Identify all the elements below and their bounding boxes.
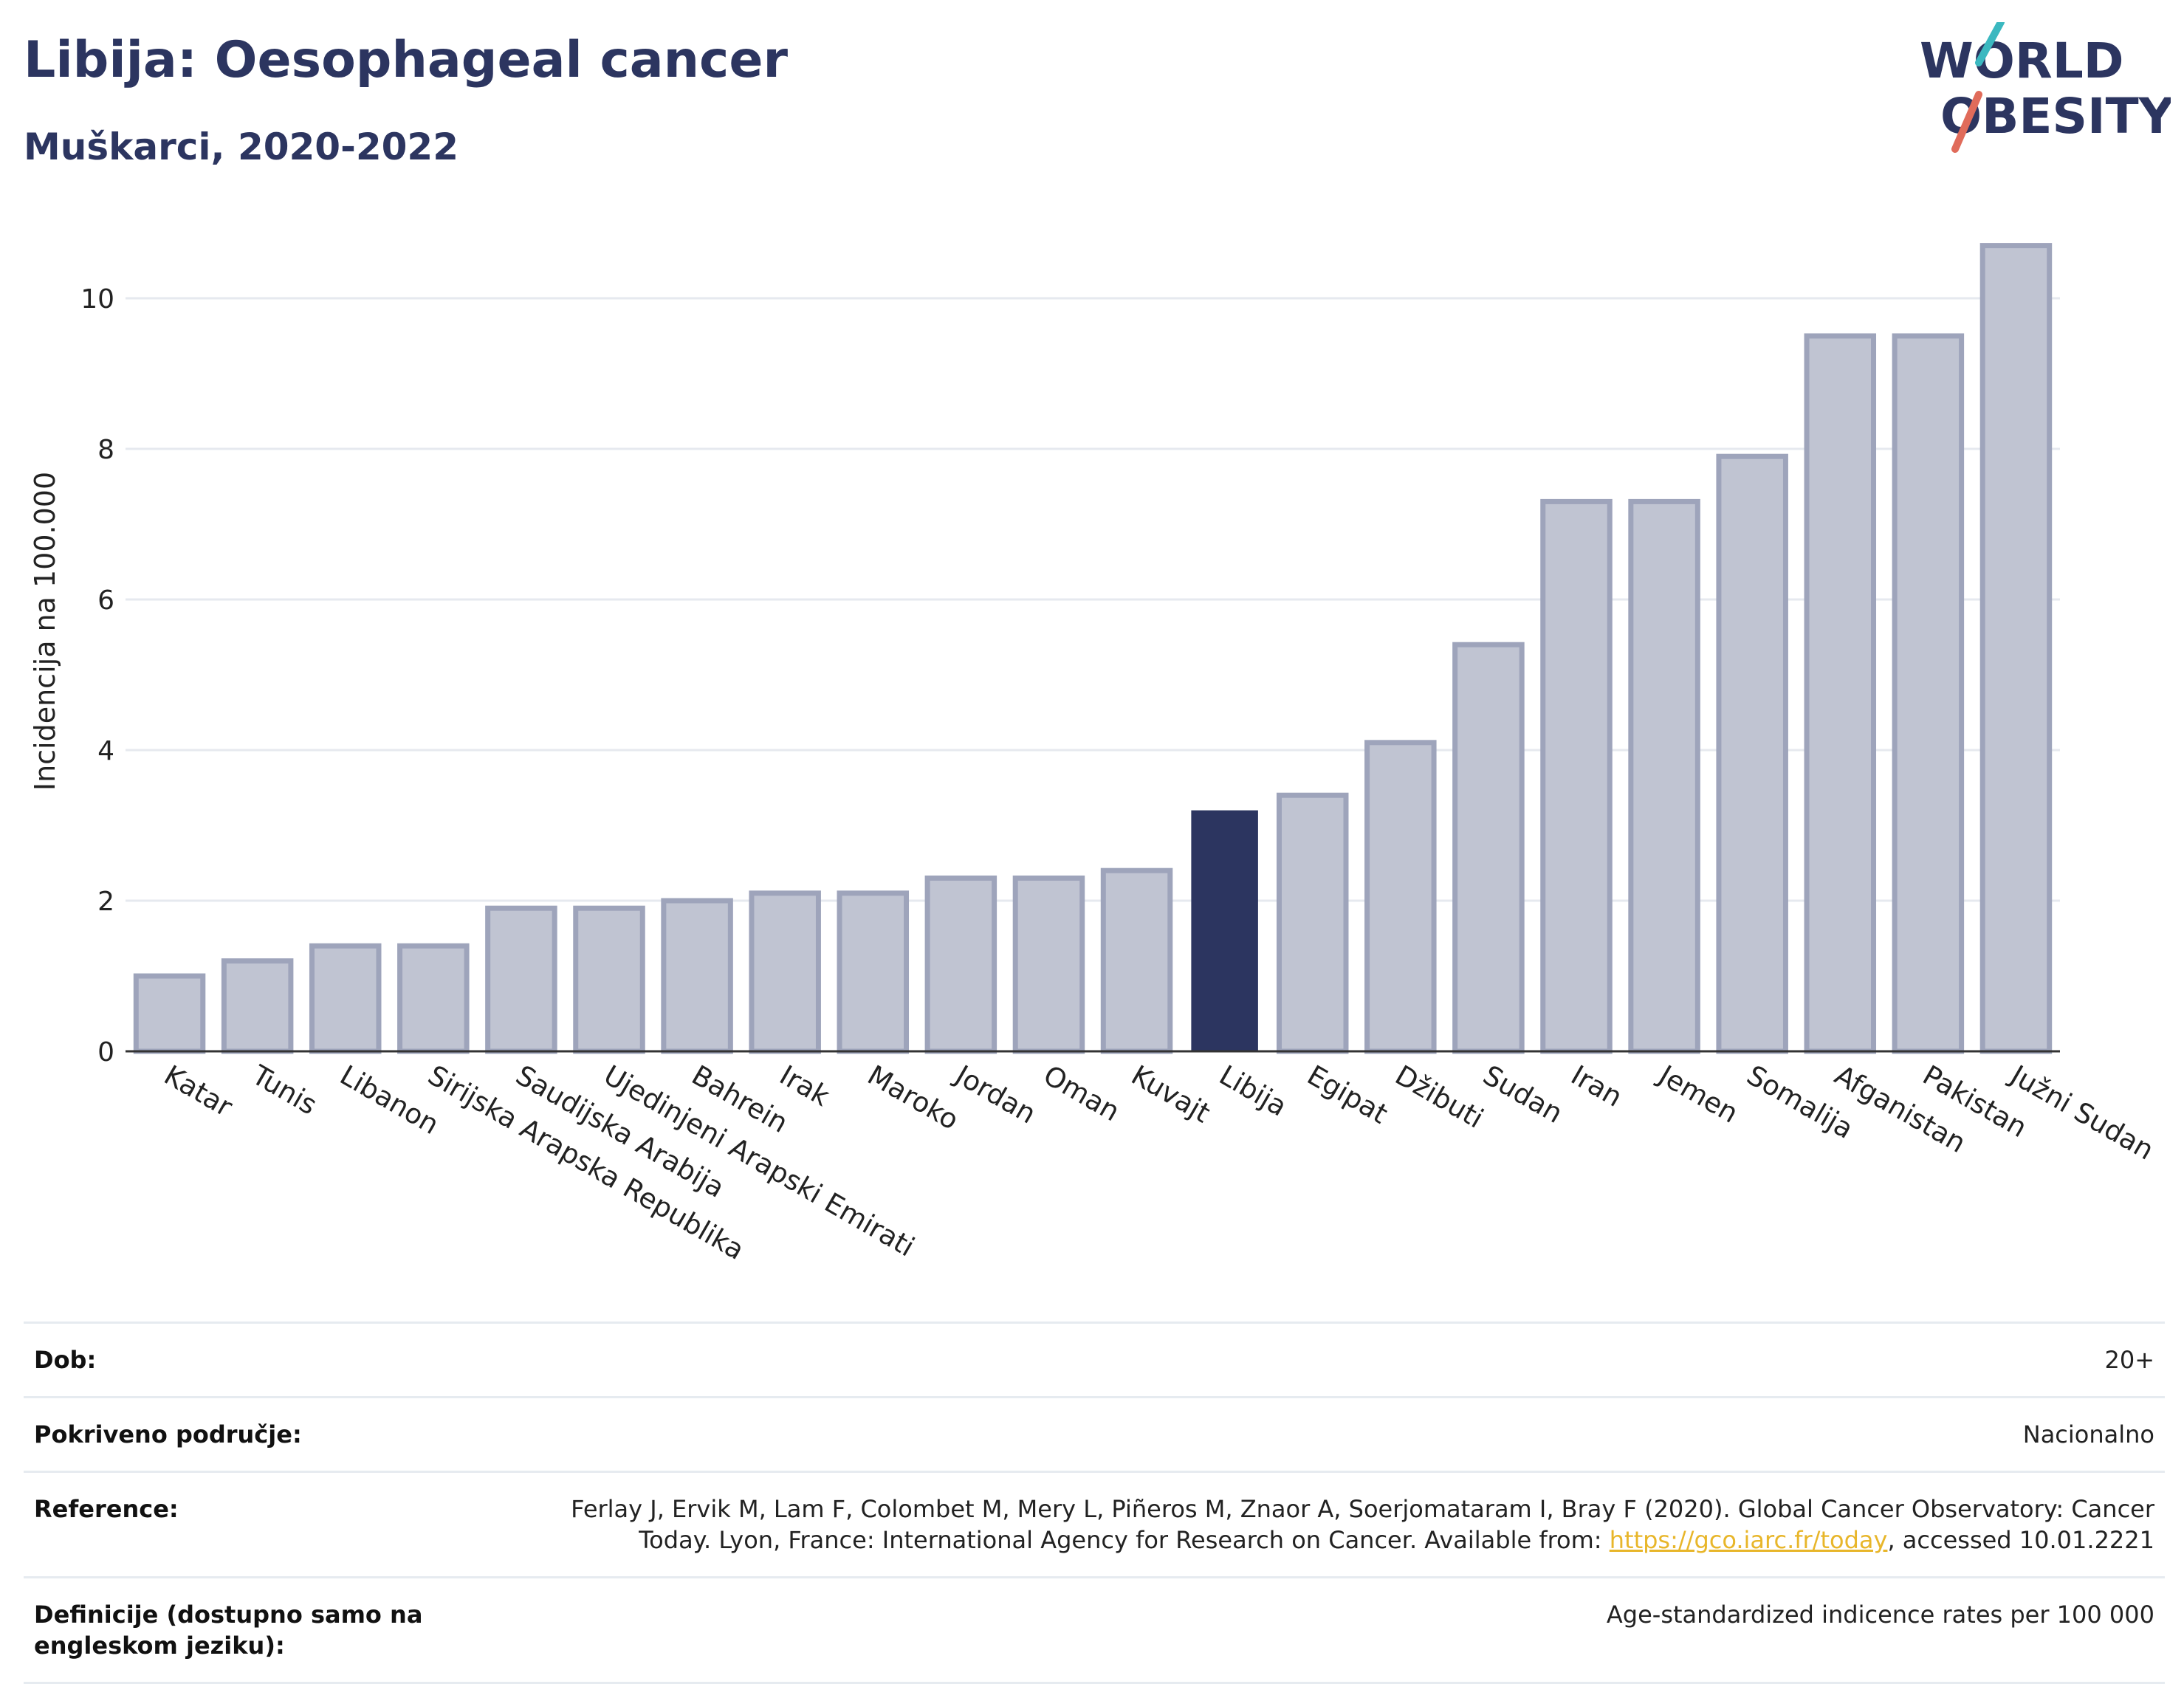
bar-libanon (309, 943, 382, 1054)
bar-bahrein (661, 898, 733, 1054)
bar-oman (1012, 875, 1085, 1054)
coverage-value: Nacionalno (2022, 1420, 2154, 1448)
bar-maroko (837, 890, 910, 1054)
x-tick-label: Irak (775, 1059, 836, 1113)
y-tick-label: 10 (80, 284, 114, 315)
reference-text-1: Ferlay J, Ervik M, Lam F, Colombet M, Me… (571, 1495, 2154, 1523)
x-tick-label: Katar (159, 1059, 238, 1124)
bar-iran (1540, 498, 1613, 1054)
x-tick-label: Sudan (1477, 1059, 1567, 1130)
bar-jordan (924, 875, 997, 1054)
bar-egipat (1276, 792, 1349, 1054)
x-tick-label: Tunis (246, 1059, 322, 1121)
bar-ujedinjeni-arapski-emirati (573, 905, 645, 1054)
bar-sirijska-arapska-republika (397, 943, 470, 1054)
x-tick-label: Džibuti (1390, 1059, 1488, 1135)
bar-somalija (1716, 453, 1788, 1054)
reference-text-2: Today. Lyon, France: International Agenc… (639, 1526, 1610, 1554)
x-tick-label: Oman (1038, 1059, 1125, 1128)
bar-irak (749, 890, 821, 1054)
y-tick-label: 2 (97, 887, 114, 917)
meta-row-definitions: Definicije (dostupno samo na engleskom j… (24, 1576, 2165, 1684)
meta-row-reference: Reference: Ferlay J, Ervik M, Lam F, Col… (24, 1471, 2165, 1576)
bar-afganistan (1804, 333, 1877, 1054)
x-tick-label: Kuvajt (1126, 1059, 1215, 1130)
x-tick-label: Maroko (862, 1059, 964, 1136)
bar-tunis (221, 958, 294, 1054)
dob-label: Dob: (34, 1346, 97, 1374)
bar-pakistan (1892, 333, 1965, 1054)
y-tick-label: 0 (97, 1037, 114, 1068)
bar-južni-sudan (1979, 243, 2053, 1054)
bar-kuvajt (1100, 867, 1173, 1054)
meta-row-coverage: Pokriveno područje: Nacionalno (24, 1396, 2165, 1471)
dob-value: 20+ (2104, 1346, 2154, 1374)
reference-label: Reference: (34, 1495, 179, 1523)
bar-saudijska-arabija (485, 905, 557, 1054)
chart-title: Libija: Oesophageal cancer (24, 31, 789, 89)
reference-value: Ferlay J, Ervik M, Lam F, Colombet M, Me… (566, 1494, 2154, 1556)
reference-link[interactable]: https://gco.iarc.fr/today (1609, 1526, 1888, 1554)
reference-text-3: , accessed 10.01.2221 (1887, 1526, 2154, 1554)
chart-subtitle: Muškarci, 2020-2022 (24, 126, 459, 168)
x-tick-label: Iran (1566, 1059, 1628, 1113)
bar-jemen (1628, 498, 1700, 1054)
x-tick-label: Južni Sudan (2004, 1059, 2159, 1166)
y-tick-label: 8 (97, 435, 114, 465)
x-tick-label: Egipat (1302, 1059, 1393, 1130)
svg-text:WORLD: WORLD (1920, 32, 2124, 89)
y-tick-label: 4 (97, 736, 114, 766)
world-obesity-logo: WORLD OBESITY (1920, 22, 2171, 153)
y-tick-label: 6 (97, 585, 114, 616)
metadata-table: Dob: 20+ Pokriveno područje: Nacionalno … (24, 1322, 2165, 1684)
bar-sudan (1452, 642, 1525, 1054)
x-tick-label: Libanon (334, 1059, 444, 1141)
coverage-label: Pokriveno područje: (34, 1420, 302, 1448)
x-tick-label: Jemen (1652, 1059, 1744, 1130)
x-tick-label: Libija (1214, 1059, 1292, 1123)
bar-libija (1191, 810, 1258, 1051)
definitions-value: Age-standardized indicence rates per 100… (1606, 1601, 2154, 1629)
y-axis-label: Incidencija na 100.000 (29, 472, 61, 791)
bar-džibuti (1364, 740, 1437, 1054)
meta-row-dob: Dob: 20+ (24, 1322, 2165, 1396)
bar-katar (133, 973, 206, 1054)
x-tick-label: Jordan (949, 1059, 1041, 1130)
definitions-label: Definicije (dostupno samo na engleskom j… (34, 1601, 423, 1660)
